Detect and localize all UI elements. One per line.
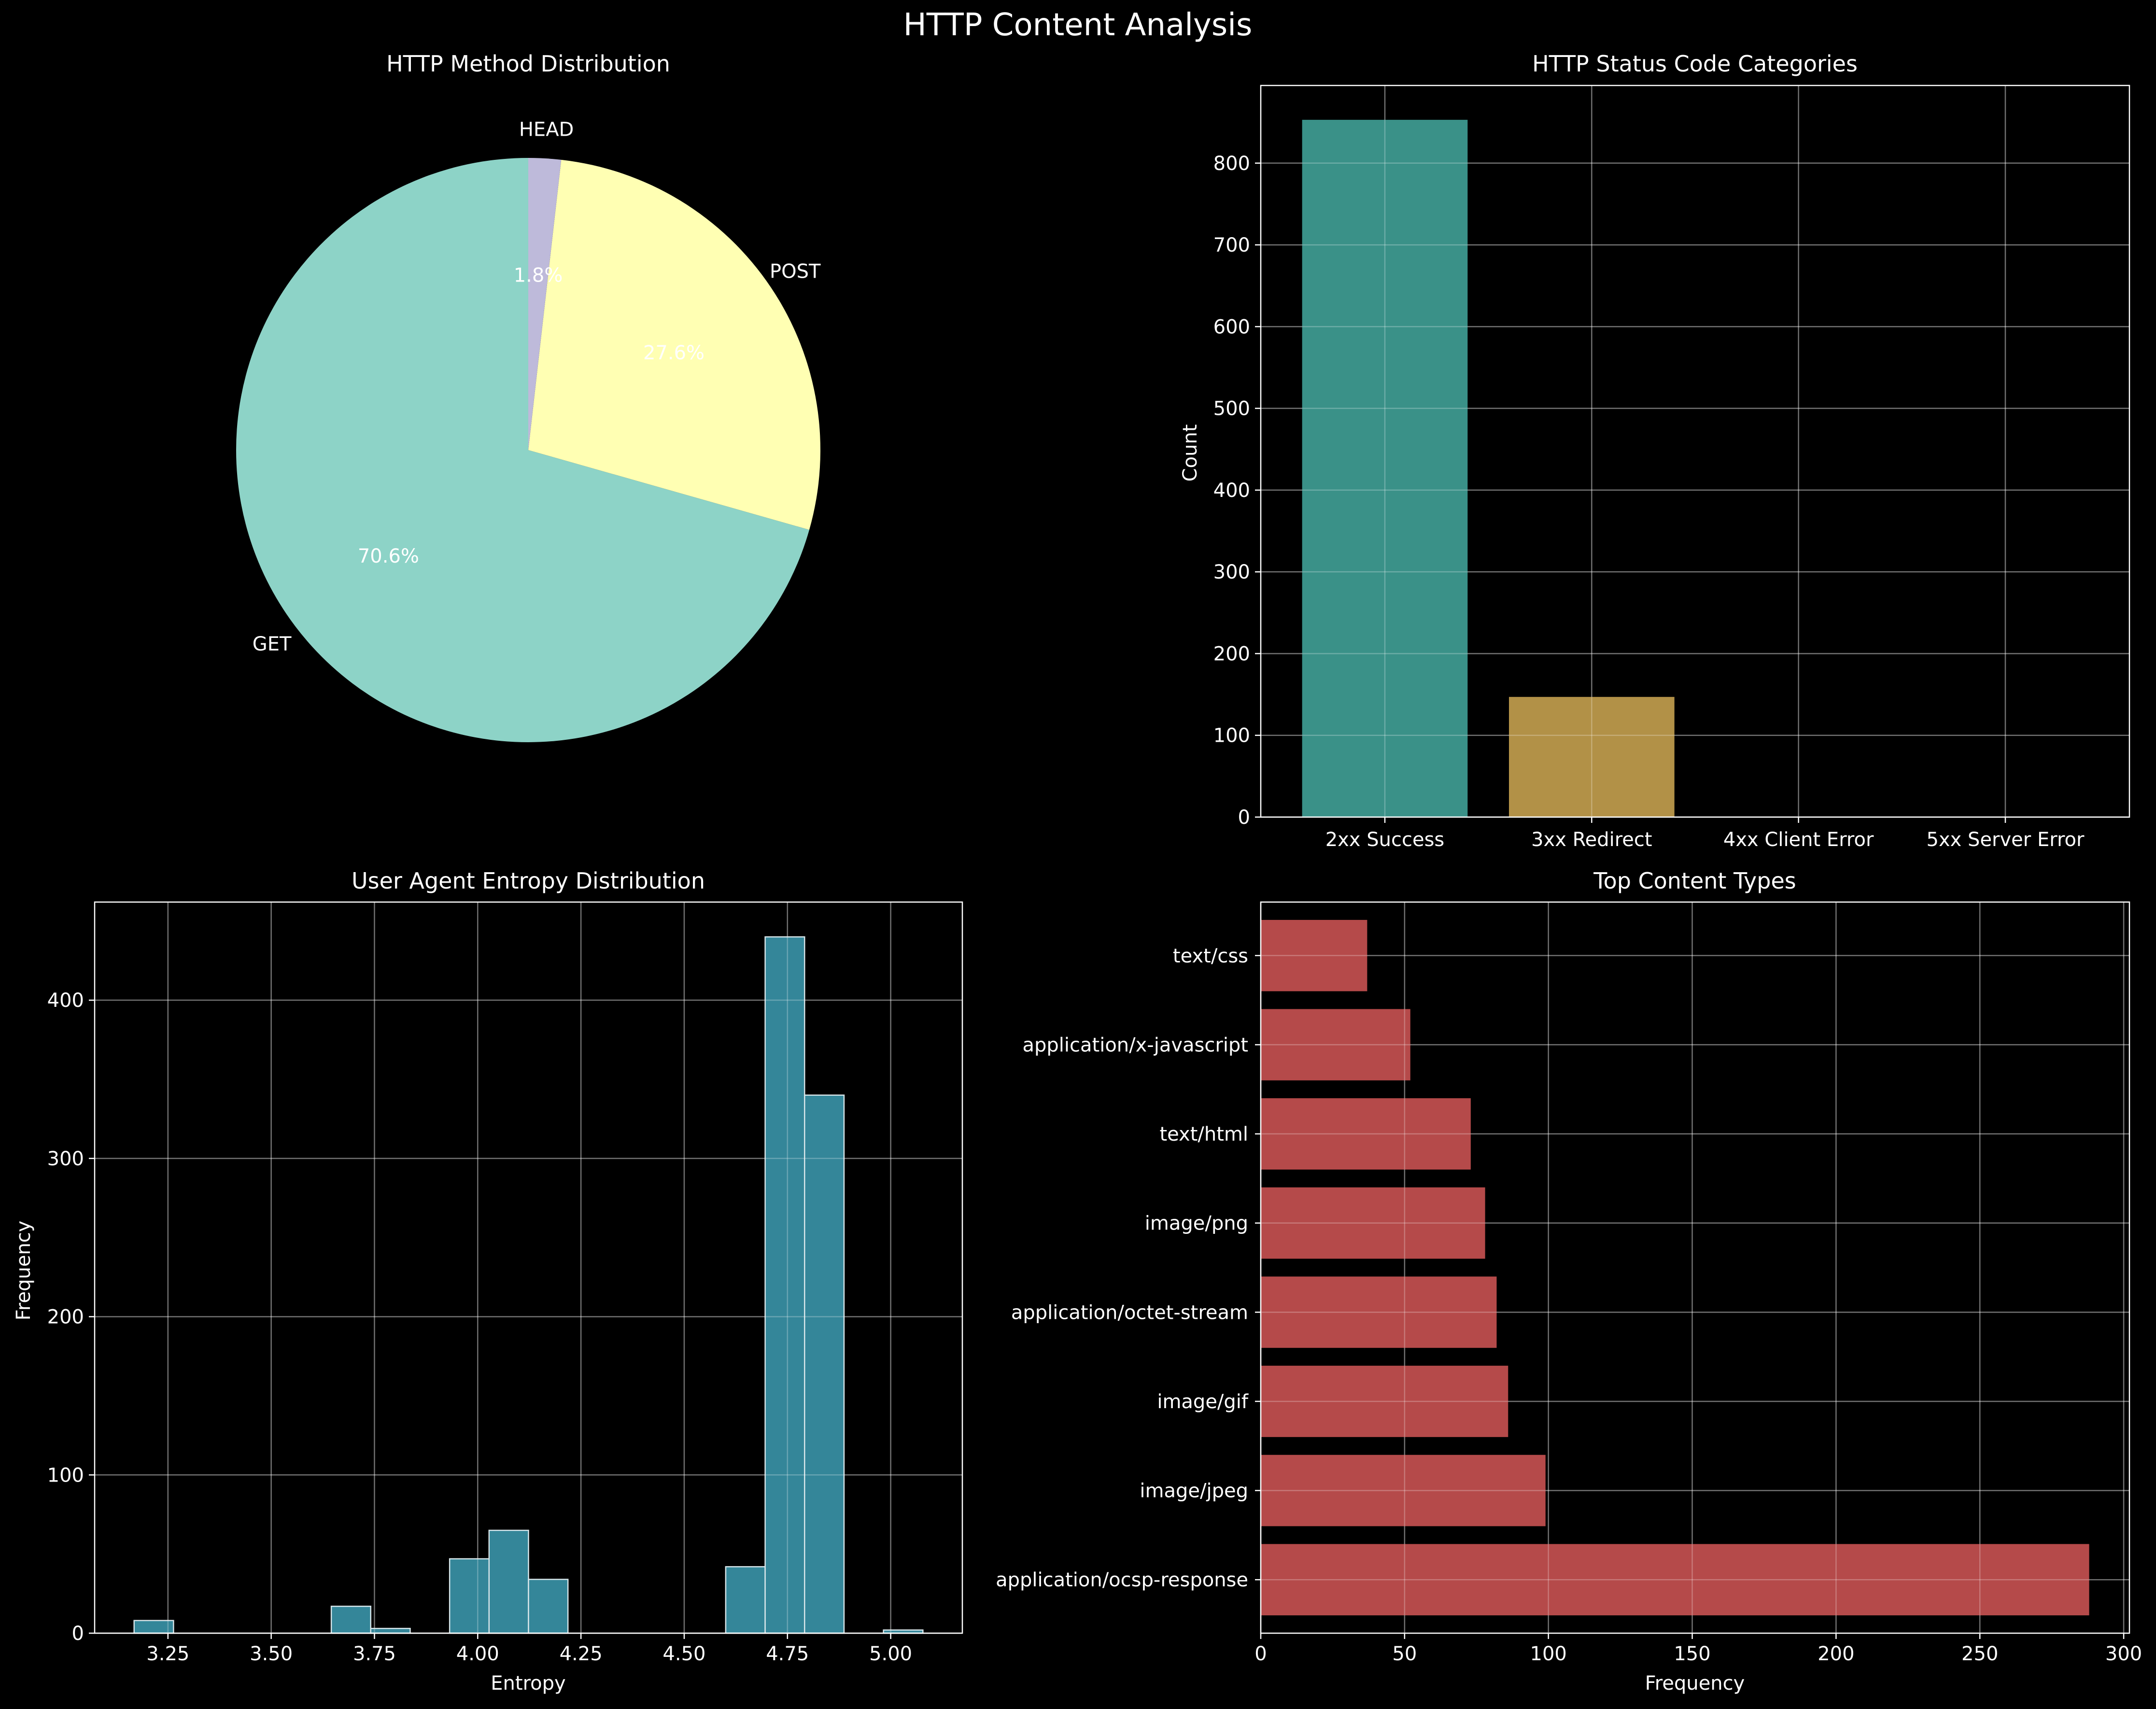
hist-xtick-label: 3.75 — [353, 1643, 396, 1665]
pie-pct-get: 70.6% — [358, 545, 419, 567]
status-ytick-label: 100 — [1213, 725, 1250, 747]
status-ytick-label: 500 — [1213, 398, 1250, 420]
method-pie-chart: HTTP Method Distribution GET 70.6% POST 27.… — [236, 51, 821, 742]
ct-xtick-label: 100 — [1530, 1643, 1567, 1665]
hist-axes: 3.25 3.50 3.75 4.00 4.25 4.50 4.75 5.00 0 100 200 3… — [47, 901, 963, 1665]
status-ylabel: Count — [1179, 424, 1201, 482]
pie-label-head: HEAD — [519, 119, 574, 141]
pie-slices — [236, 158, 820, 742]
hist-title: User Agent Entropy Distribution — [352, 868, 705, 894]
ct-ytick-label: image/jpeg — [1140, 1480, 1248, 1502]
ct-bar — [1261, 1455, 1546, 1526]
hist-ylabel: Frequency — [13, 1221, 35, 1321]
ct-ytick-label: image/png — [1145, 1213, 1248, 1235]
hist-xtick-label: 4.25 — [560, 1643, 603, 1665]
hist-bars — [95, 902, 962, 1634]
status-bars — [1261, 85, 2129, 818]
ct-bars — [1260, 902, 2129, 1633]
status-ytick-label: 700 — [1213, 234, 1250, 256]
ct-bar — [1261, 1098, 1471, 1170]
pie-pct-head: 1.8% — [514, 265, 563, 287]
ct-title: Top Content Types — [1593, 868, 1796, 894]
status-xtick-label: 4xx Client Error — [1723, 829, 1874, 851]
ct-xlabel: Frequency — [1645, 1672, 1745, 1695]
ct-xtick-label: 50 — [1392, 1643, 1417, 1665]
status-ytick-label: 0 — [1238, 806, 1250, 829]
hist-ytick-label: 0 — [72, 1623, 84, 1645]
hist-xtick-label: 3.25 — [146, 1643, 189, 1665]
ct-bar — [1261, 1544, 2089, 1616]
hist-ytick-label: 400 — [47, 989, 84, 1012]
status-frame — [1260, 85, 2130, 818]
status-ytick-label: 400 — [1213, 480, 1250, 502]
ct-axes: 0 50 100 150 200 250 300 application/ocsp-respo… — [996, 901, 2142, 1665]
ct-ytick-label: text/css — [1173, 945, 1248, 967]
status-xtick-label: 5xx Server Error — [1927, 829, 2085, 851]
hist-ytick-label: 300 — [47, 1148, 84, 1170]
hist-bar — [764, 936, 805, 1634]
ct-ytick-label: application/octet-stream — [1011, 1301, 1248, 1324]
status-title: HTTP Status Code Categories — [1532, 51, 1858, 77]
hist-bar — [725, 1566, 766, 1634]
status-bar-chart: HTTP Status Code Categories 0 100 200 300 40… — [1179, 51, 2130, 851]
status-ytick-label: 300 — [1213, 561, 1250, 583]
ct-ytick-label: text/html — [1159, 1123, 1248, 1145]
status-xtick-label: 2xx Success — [1325, 829, 1445, 851]
status-axes: 0 100 200 300 400 500 600 700 800 2xx Success 3xx … — [1213, 85, 2130, 851]
hist-xtick-label: 4.75 — [766, 1643, 809, 1665]
hist-xtick-label: 5.00 — [869, 1643, 912, 1665]
hist-bar — [330, 1606, 372, 1634]
ct-ytick-label: application/ocsp-response — [996, 1569, 1248, 1591]
pie-pct-post: 27.6% — [643, 342, 705, 364]
hist-bar — [804, 1094, 845, 1634]
pie-labels: GET 70.6% POST 27.6% HEAD 1.8% — [253, 119, 821, 656]
content-types-chart: Top Content Types 0 50 100 150 200 250 300 appl… — [996, 868, 2142, 1695]
ct-bar — [1261, 919, 1367, 991]
ct-bar — [1261, 1009, 1410, 1081]
status-ytick-label: 200 — [1213, 643, 1250, 665]
status-bar — [1302, 120, 1468, 817]
hist-frame — [94, 901, 963, 1634]
figure-title: HTTP Content Analysis — [903, 7, 1253, 43]
ct-xtick-label: 250 — [1961, 1643, 1998, 1665]
ct-xtick-label: 150 — [1674, 1643, 1710, 1665]
hist-xtick-label: 4.50 — [662, 1643, 705, 1665]
status-ytick-label: 800 — [1213, 153, 1250, 175]
ct-bar — [1261, 1276, 1497, 1348]
ct-ytick-label: image/gif — [1157, 1391, 1249, 1413]
status-xtick-label: 3xx Redirect — [1531, 829, 1652, 851]
status-bar — [1509, 697, 1675, 817]
ct-ytick-label: application/x-javascript — [1023, 1034, 1249, 1056]
hist-bar — [528, 1579, 569, 1634]
pie-title: HTTP Method Distribution — [386, 51, 670, 77]
hist-ytick-label: 100 — [47, 1464, 84, 1486]
pie-label-post: POST — [770, 260, 821, 282]
hist-bar — [488, 1529, 529, 1634]
hist-bar — [133, 1620, 174, 1634]
hist-xtick-label: 3.50 — [250, 1643, 293, 1665]
hist-bar — [370, 1627, 411, 1634]
hist-xlabel: Entropy — [491, 1672, 565, 1695]
pie-slice-head — [528, 158, 562, 450]
entropy-histogram: User Agent Entropy Distribution 3.25 3.50… — [13, 868, 963, 1695]
pie-label-get: GET — [253, 633, 292, 655]
ct-bar — [1261, 1187, 1485, 1259]
ct-xtick-label: 0 — [1254, 1643, 1267, 1665]
hist-ytick-label: 200 — [47, 1306, 84, 1328]
ct-xtick-label: 200 — [1818, 1643, 1854, 1665]
hist-bar — [449, 1558, 490, 1634]
ct-xtick-label: 300 — [2105, 1643, 2142, 1665]
ct-bar — [1261, 1366, 1508, 1437]
hist-xtick-label: 4.00 — [456, 1643, 499, 1665]
ct-frame — [1260, 901, 2130, 1634]
pie-slice-post — [528, 159, 820, 530]
pie-slice-get — [236, 158, 810, 742]
status-ytick-label: 600 — [1213, 316, 1250, 338]
